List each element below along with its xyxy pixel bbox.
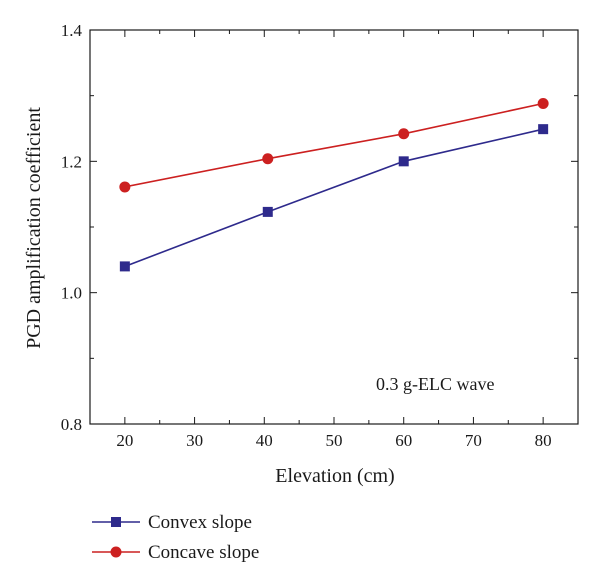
series-1	[119, 98, 549, 193]
data-point	[398, 128, 410, 140]
y-tick-label: 0.8	[61, 415, 82, 434]
series-layer	[119, 98, 549, 272]
data-point	[262, 153, 274, 165]
legend-label: Concave slope	[148, 542, 259, 563]
y-tick-label: 1.0	[61, 284, 82, 303]
x-tick-label: 70	[465, 431, 482, 450]
x-axis-label: Elevation (cm)	[275, 465, 394, 487]
y-axis-label: PGD amplification coefficient	[23, 107, 45, 349]
plot-frame	[89, 29, 579, 425]
x-tick-label: 20	[116, 431, 133, 450]
x-tick-label: 60	[395, 431, 412, 450]
axis-ticks: 20 30 40 50 60 70 80 0.8 1.0 1.2 1.4	[61, 21, 578, 450]
legend-marker	[111, 517, 121, 527]
data-point	[538, 124, 549, 135]
data-point	[398, 156, 409, 167]
series-line	[124, 128, 544, 268]
x-tick-label: 80	[535, 431, 552, 450]
series-line	[124, 102, 544, 188]
legend-marker	[110, 546, 122, 558]
legend: Convex slope Concave slope	[92, 512, 259, 563]
x-tick-label: 30	[186, 431, 203, 450]
data-point	[537, 98, 549, 110]
data-point	[119, 181, 131, 193]
data-point	[262, 206, 273, 217]
series-0	[119, 124, 549, 272]
legend-label: Convex slope	[148, 512, 252, 533]
data-point	[119, 261, 130, 272]
x-tick-label: 50	[326, 431, 343, 450]
legend-item: Convex slope	[92, 512, 252, 533]
chart-annotation: 0.3 g-ELC wave	[376, 374, 494, 394]
x-tick-label: 40	[256, 431, 273, 450]
legend-item: Concave slope	[92, 542, 259, 563]
y-tick-label: 1.2	[61, 152, 82, 171]
y-tick-label: 1.4	[61, 21, 83, 40]
